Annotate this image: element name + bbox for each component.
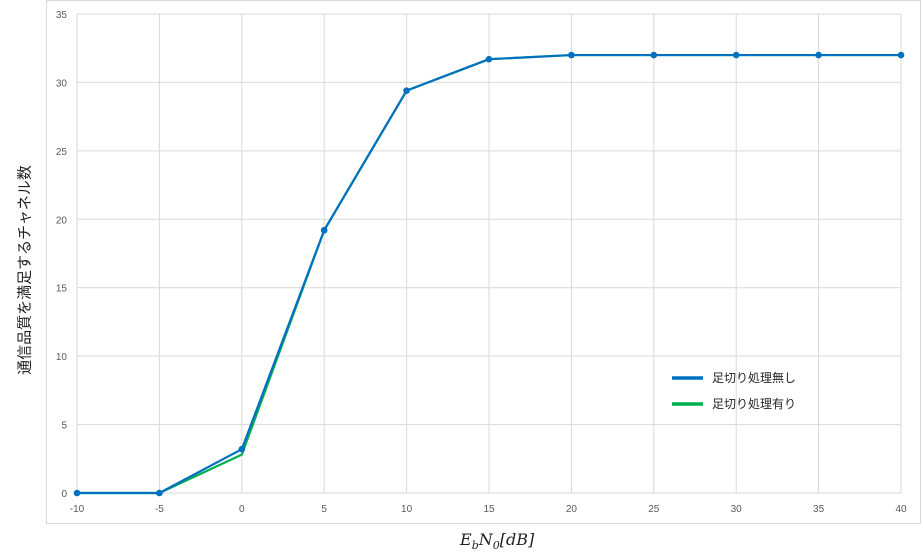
grid-lines: [76, 13, 902, 494]
x-tick-label: -5: [155, 504, 164, 515]
x-tick-label: 15: [483, 504, 495, 515]
data-point: [403, 87, 410, 94]
legend-label: 足切り処理無し: [712, 370, 796, 385]
data-point: [732, 51, 740, 59]
x-tick-label: 40: [895, 504, 907, 515]
data-point: [568, 51, 575, 59]
y-tick-label: 0: [61, 489, 67, 500]
chart-frame: [46, 0, 921, 524]
data-point: [650, 51, 658, 59]
y-tick-label: 25: [56, 147, 68, 158]
x-tick-label: 35: [813, 504, 825, 515]
y-tick-label: 15: [56, 284, 68, 295]
x-tick-label: 0: [239, 504, 245, 515]
x-tick-label: 20: [566, 504, 578, 515]
y-tick-label: 10: [56, 352, 68, 363]
y-tick-label: 35: [56, 10, 68, 21]
x-tick-label: -10: [70, 504, 85, 515]
x-tick-label: 10: [401, 504, 413, 515]
data-point: [73, 489, 81, 497]
x-tick-label: 5: [321, 504, 327, 515]
legend-label: 足切り処理有り: [712, 397, 796, 411]
data-point: [897, 51, 905, 59]
data-point: [320, 226, 328, 234]
data-point: [815, 51, 822, 59]
y-axis-label: 通信品質を満足するチャネル数: [15, 165, 34, 375]
data-point: [156, 489, 163, 497]
x-axis-label: EbN0[dB]: [460, 530, 535, 553]
data-point: [485, 55, 493, 63]
x-tick-label: 25: [648, 504, 660, 515]
y-tick-label: 5: [61, 421, 67, 432]
data-point: [238, 445, 246, 453]
series-lines: [73, 51, 905, 497]
y-tick-label: 20: [56, 215, 68, 226]
x-tick-label: 30: [731, 504, 743, 515]
tick-labels: -10 -5 0 5 10 15 20 25 30 35 40 0 5 10 15 20 25 30 35: [56, 10, 907, 515]
y-tick-label: 30: [56, 78, 68, 89]
